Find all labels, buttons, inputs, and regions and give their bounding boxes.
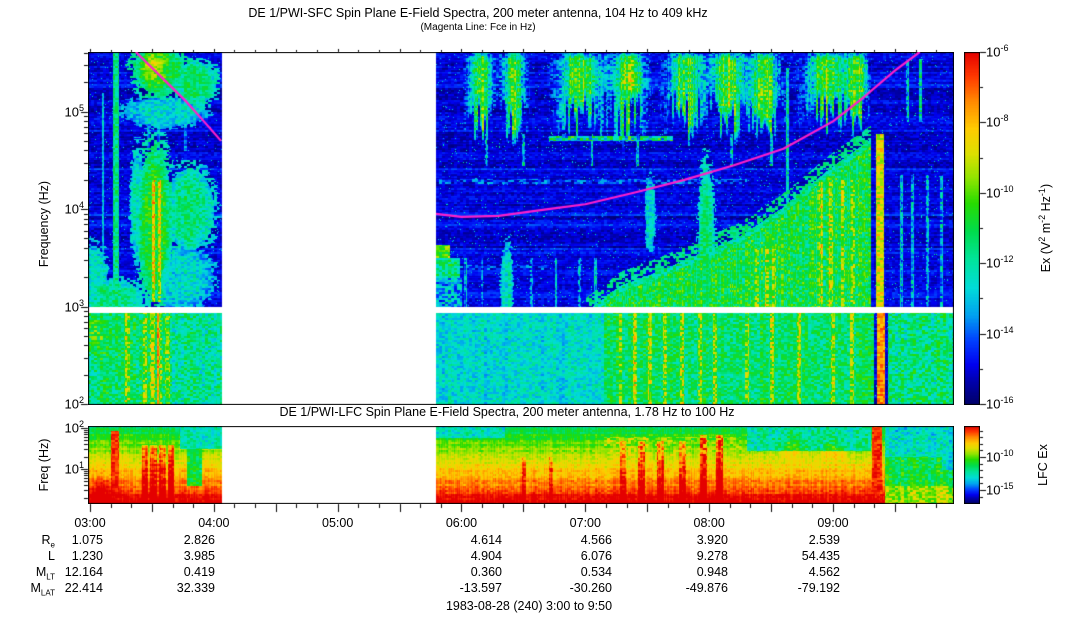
table-row-label: L	[48, 549, 55, 563]
sfc-ylabel: Frequency (Hz)	[37, 180, 51, 268]
table-value: 6.076	[580, 549, 612, 563]
table-value: 4.566	[580, 533, 612, 547]
sfc-colorbar-tick-label: 10-12	[986, 254, 1014, 271]
x-axis-hour-label: 07:00	[569, 516, 601, 530]
sfc-colorbar-tick-label: 10-16	[986, 395, 1014, 412]
table-row-label: MLT	[35, 565, 55, 582]
x-axis-hour-label: 04:00	[198, 516, 230, 530]
table-value: -13.597	[459, 581, 502, 595]
lfc-colorbar-label: LFC Ex	[1036, 444, 1050, 486]
lfc-ytick-label: 102	[64, 419, 84, 436]
table-value: 4.614	[470, 533, 502, 547]
sfc-ytick-label: 105	[64, 103, 84, 120]
table-value: 4.904	[470, 549, 502, 563]
table-value: 3.920	[696, 533, 728, 547]
table-value: 9.278	[696, 549, 728, 563]
table-value: 12.164	[64, 565, 103, 579]
table-value: 1.075	[71, 533, 103, 547]
table-value: 54.435	[801, 549, 840, 563]
sfc-ytick-label: 104	[64, 200, 84, 217]
table-value: 2.826	[183, 533, 215, 547]
lfc-colorbar-tick-label: 10-10	[986, 448, 1014, 465]
lfc-colorbar-tick-label: 10-15	[986, 481, 1014, 498]
table-value: 0.360	[470, 565, 502, 579]
table-value: 3.985	[183, 549, 215, 563]
sfc-ytick-label: 102	[64, 395, 84, 412]
x-axis-hour-label: 06:00	[445, 516, 478, 530]
lfc-ytick-label: 101	[64, 460, 84, 477]
sfc-ytick-label: 103	[64, 298, 84, 315]
table-value: -79.192	[797, 581, 840, 595]
sfc-colorbar-tick-label: 10-14	[986, 325, 1014, 342]
sfc-colorbar-label: Ex (V2 m-2 Hz-1)	[1036, 183, 1054, 273]
sfc-colorbar-tick-label: 10-8	[986, 113, 1009, 130]
table-value: 0.534	[580, 565, 612, 579]
table-row-label: Re	[41, 533, 55, 550]
table-row-label: MLAT	[30, 581, 56, 598]
table-value: 22.414	[64, 581, 103, 595]
x-axis-hour-label: 08:00	[693, 516, 725, 530]
table-value: 4.562	[808, 565, 840, 579]
table-value: -49.876	[685, 581, 728, 595]
table-value: -30.260	[569, 581, 612, 595]
table-value: 1.230	[71, 549, 103, 563]
table-value: 0.419	[183, 565, 215, 579]
table-value: 0.948	[696, 565, 728, 579]
sfc-colorbar-tick-label: 10-10	[986, 184, 1014, 201]
sfc-colorbar-tick-label: 10-6	[986, 43, 1009, 60]
table-value: 2.539	[808, 533, 840, 547]
x-axis-hour-label: 03:00	[74, 516, 106, 530]
x-axis-hour-label: 05:00	[322, 516, 354, 530]
table-value: 32.339	[176, 581, 215, 595]
x-axis-hour-label: 09:00	[817, 516, 849, 530]
